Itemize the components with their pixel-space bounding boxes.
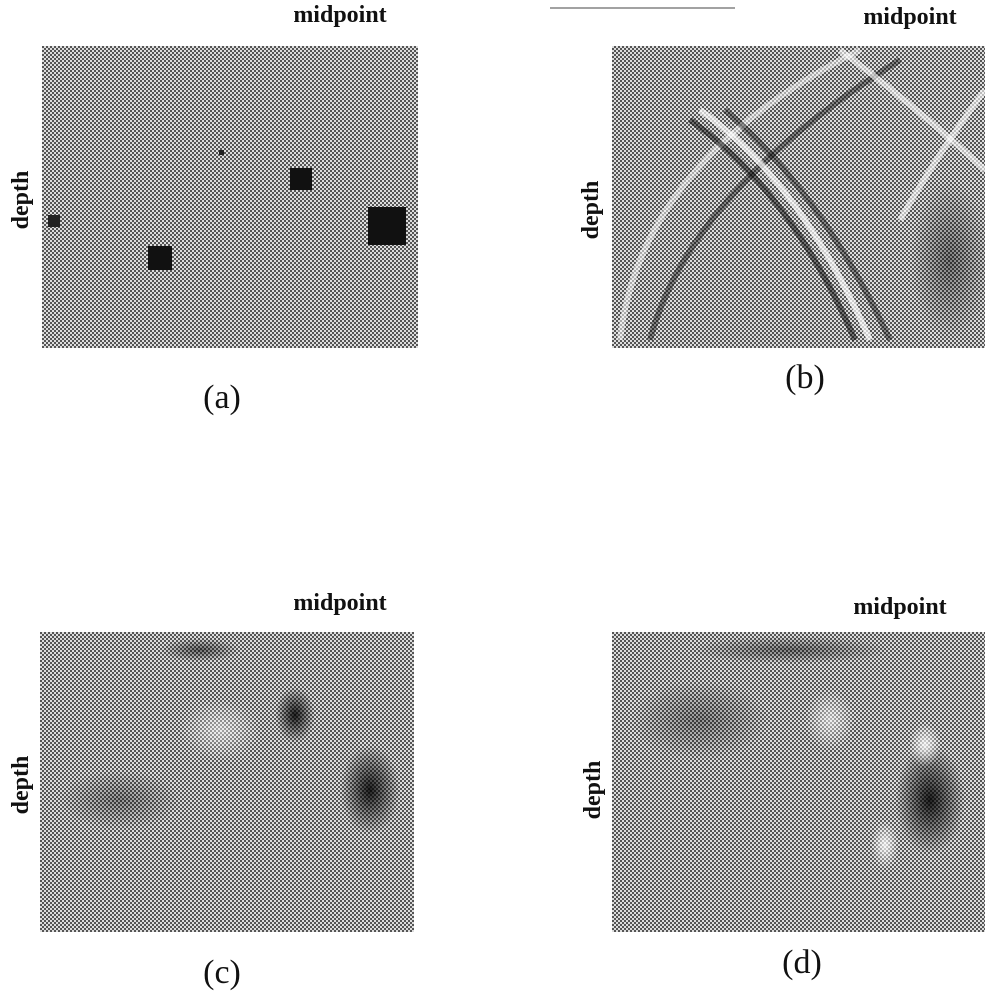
caption: (b) (785, 359, 825, 396)
y-label: depth (8, 756, 34, 815)
caption: (c) (203, 954, 241, 991)
image-a (42, 46, 418, 348)
y-label: depth (578, 181, 604, 240)
x-label: midpoint (853, 594, 946, 620)
image-d (612, 632, 985, 932)
y-label: depth (8, 171, 34, 230)
image-b (612, 46, 985, 348)
caption: (d) (782, 944, 822, 981)
figure: midpoint depth (a) midpoint depth (b) midpoint… (0, 0, 985, 1002)
caption: (a) (203, 379, 241, 416)
x-label: midpoint (293, 590, 386, 616)
x-label: midpoint (293, 2, 386, 28)
y-label: depth (580, 761, 606, 820)
image-c (40, 632, 414, 932)
x-label: midpoint (863, 4, 956, 30)
